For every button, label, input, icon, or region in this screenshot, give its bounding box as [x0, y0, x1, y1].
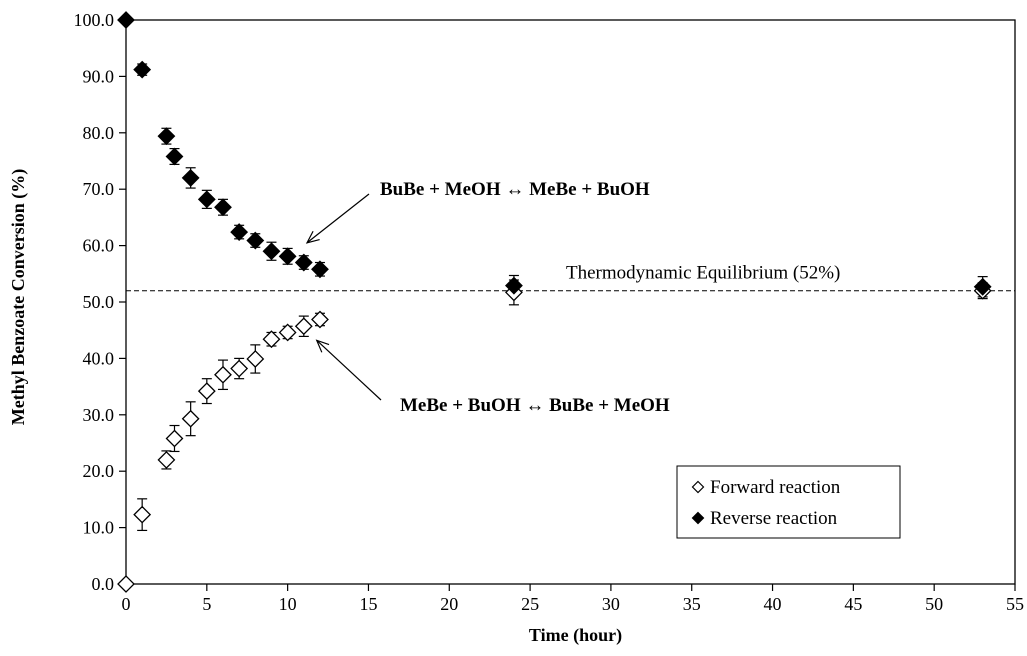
y-tick-label: 40.0	[83, 348, 115, 368]
reverse-reaction-point	[505, 276, 523, 295]
forward-reaction-point	[117, 575, 135, 593]
reverse-reaction-point	[157, 127, 176, 146]
y-axis-title: Methyl Benzoate Conversion (%)	[8, 169, 29, 425]
reverse-reaction-point	[278, 247, 297, 266]
forward-reaction-point	[278, 323, 297, 342]
legend-box	[676, 465, 901, 539]
reverse-reaction-point	[230, 223, 249, 241]
y-tick-label: 100.0	[74, 10, 115, 30]
x-tick-label: 5	[202, 594, 211, 614]
forward-reaction-point	[133, 505, 152, 524]
x-tick-label: 10	[279, 594, 297, 614]
reaction-annotation: BuBe + MeOH ↔ MeBe + BuOH	[380, 179, 650, 200]
x-tick-label: 55	[1006, 594, 1024, 614]
x-tick-label: 45	[844, 594, 862, 614]
annotation-arrowhead	[305, 230, 320, 244]
reverse-legend-marker	[691, 511, 705, 525]
reverse-reaction-point	[973, 277, 992, 296]
annotation-arrow	[316, 339, 382, 401]
y-tick-label: 90.0	[83, 66, 115, 86]
y-tick-label: 60.0	[83, 236, 115, 256]
reverse-reaction-point	[311, 260, 329, 279]
reverse-reaction-point	[197, 190, 216, 209]
forward-reaction-point	[197, 382, 216, 401]
forward-reaction-point	[262, 330, 281, 349]
x-tick-label: 15	[359, 594, 377, 614]
x-tick-label: 40	[764, 594, 782, 614]
x-tick-label: 25	[521, 594, 539, 614]
forward-legend-label: Forward reaction	[710, 477, 841, 498]
y-tick-label: 0.0	[92, 574, 115, 594]
y-tick-label: 80.0	[83, 123, 115, 143]
forward-reaction-point	[246, 350, 265, 368]
x-tick-label: 20	[440, 594, 458, 614]
forward-reaction-point	[230, 359, 249, 378]
y-tick-label: 20.0	[83, 461, 115, 481]
forward-reaction-point	[181, 409, 200, 428]
reverse-legend-label: Reverse reaction	[710, 508, 838, 529]
reverse-reaction-point	[262, 242, 281, 261]
annotation-arrowhead	[315, 339, 330, 353]
x-tick-label: 0	[122, 594, 131, 614]
forward-legend-marker	[691, 480, 705, 494]
reverse-reaction-point	[133, 60, 152, 79]
forward-reaction-point	[294, 317, 313, 336]
reverse-reaction-point	[181, 169, 200, 187]
reverse-reaction-point	[117, 11, 135, 29]
x-axis-title: Time (hour)	[529, 625, 622, 646]
reverse-reaction-point	[294, 253, 313, 272]
y-tick-label: 30.0	[83, 405, 115, 425]
reverse-reaction-point	[214, 198, 232, 217]
forward-reaction-point	[165, 429, 184, 448]
x-tick-label: 50	[925, 594, 943, 614]
reverse-reaction-point	[165, 147, 184, 166]
forward-reaction-point	[311, 310, 329, 329]
forward-reaction-point	[157, 451, 176, 469]
reaction-annotation: MeBe + BuOH ↔ BuBe + MeOH	[400, 395, 670, 416]
y-tick-label: 50.0	[83, 292, 115, 312]
forward-reaction-point	[214, 365, 232, 384]
x-tick-label: 35	[683, 594, 701, 614]
x-tick-label: 30	[602, 594, 620, 614]
y-tick-label: 10.0	[83, 518, 115, 538]
y-tick-label: 70.0	[83, 179, 115, 199]
annotation-arrow	[306, 193, 370, 244]
equilibrium-label: Thermodynamic Equilibrium (52%)	[566, 263, 840, 284]
reverse-reaction-point	[246, 231, 265, 250]
